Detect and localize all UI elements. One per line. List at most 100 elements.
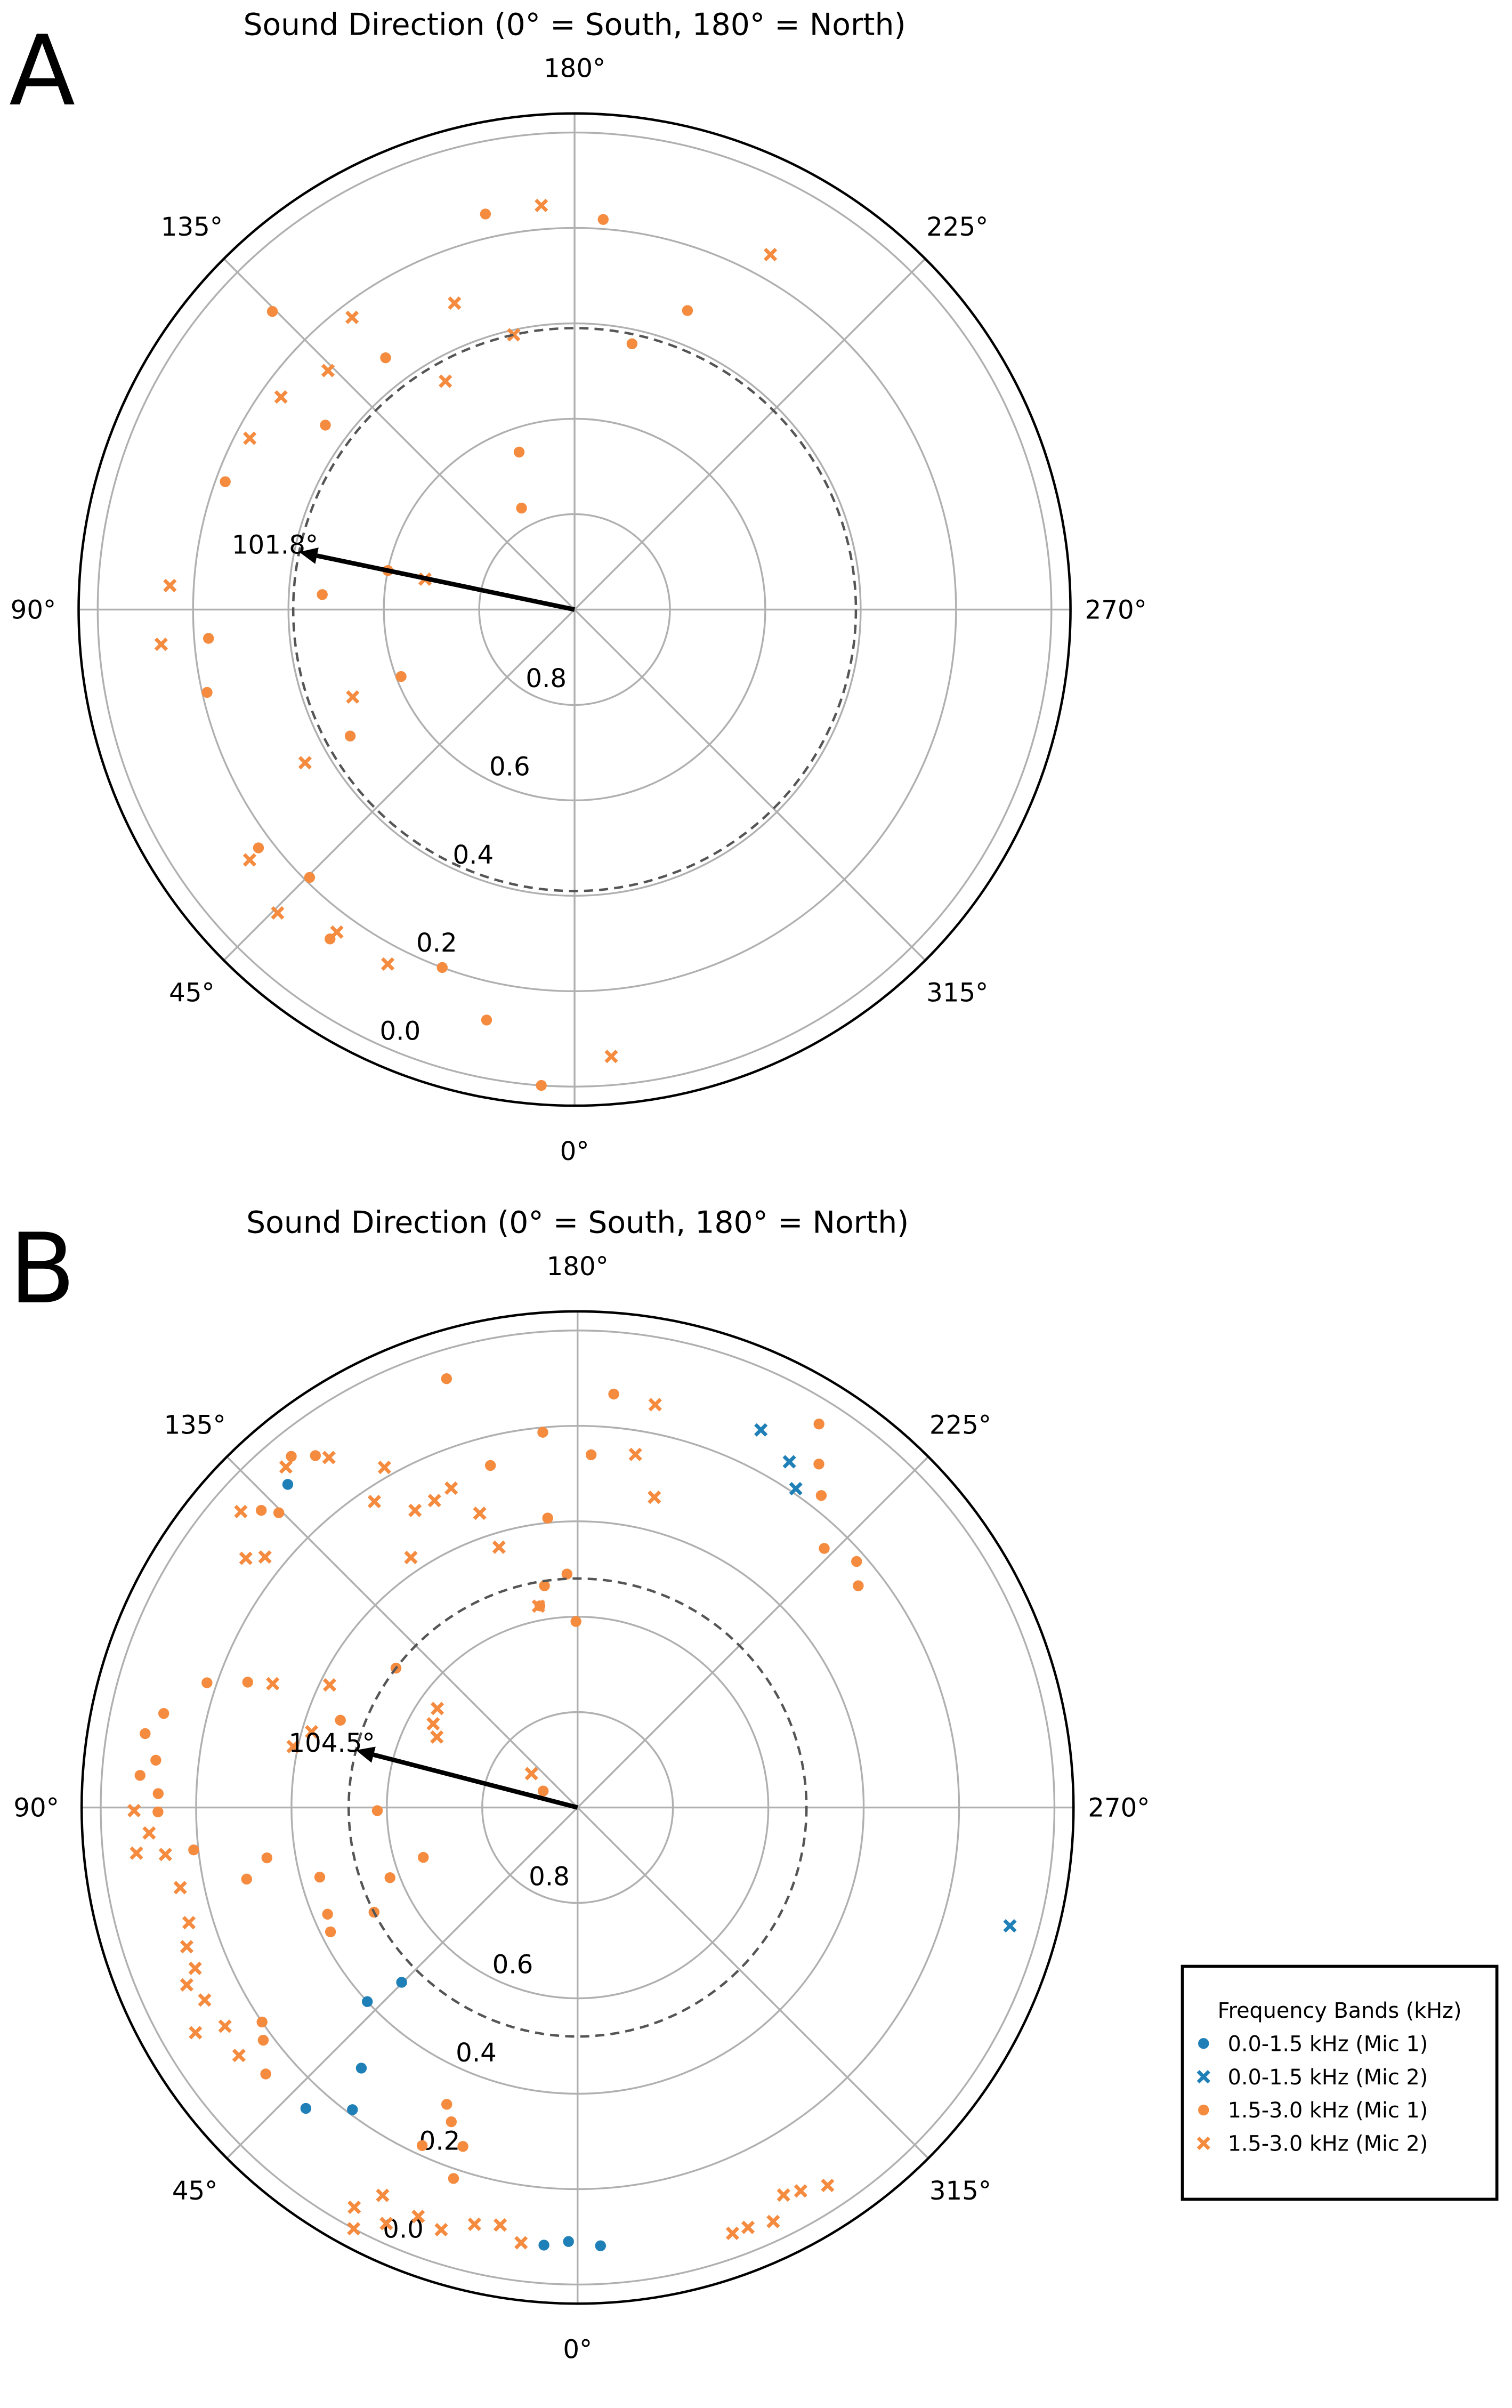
legend-label: 1.5-3.0 kHz (Mic 1): [1228, 2098, 1428, 2123]
angle-tick-label: 180°: [544, 54, 605, 84]
marker-x: [426, 1717, 440, 1731]
angle-grid-line: [573, 258, 926, 610]
legend-label: 0.0-1.5 kHz (Mic 1): [1228, 2032, 1428, 2056]
marker-dot: [347, 2104, 358, 2115]
marker-dot: [371, 1805, 383, 1816]
marker-dot: [682, 305, 693, 316]
marker-x: [189, 2026, 203, 2040]
radial-tick-label: 0.8: [525, 664, 567, 694]
marker-dot: [813, 1459, 824, 1470]
marker-dot: [260, 2068, 271, 2080]
radial-grid-circle: [195, 1425, 960, 2190]
marker-x: [411, 2209, 425, 2224]
marker-dot: [241, 1873, 253, 1885]
marker-x: [180, 1940, 194, 1954]
marker-x: [286, 1739, 300, 1753]
arrow-magnitude-circle: [347, 1577, 808, 2038]
marker-x: [279, 1460, 293, 1474]
marker-x: [754, 1423, 768, 1437]
marker-x: [604, 1050, 618, 1064]
marker-x: [232, 2049, 246, 2063]
marker-x: [321, 364, 335, 377]
marker-dot: [203, 633, 214, 644]
radial-tick-label: 0.2: [416, 928, 457, 958]
marker-dot: [536, 1080, 547, 1091]
radial-grid-circle: [192, 227, 957, 993]
marker-dot: [516, 502, 527, 514]
angle-tick-label: 225°: [926, 212, 988, 242]
marker-x: [258, 1550, 272, 1564]
marker-dot: [441, 1373, 452, 1384]
arrow-magnitude-circle: [292, 327, 858, 892]
panel-label: B: [9, 1212, 76, 1325]
marker-dot: [257, 2034, 269, 2046]
marker-dot: [317, 589, 328, 600]
marker-dot: [304, 872, 316, 883]
radial-grid-circle: [96, 131, 1053, 1088]
marker-x: [158, 1848, 172, 1862]
marker-x: [1196, 2070, 1210, 2084]
radial-grid-circle: [100, 1330, 1056, 2286]
marker-x: [524, 1767, 538, 1781]
legend-label: 1.5-3.0 kHz (Mic 2): [1228, 2132, 1428, 2156]
angle-tick-label: 0°: [560, 1137, 589, 1166]
marker-dot: [361, 1996, 373, 2007]
marker-dot: [595, 2240, 607, 2251]
marker-x: [173, 1881, 187, 1895]
marker-dot: [253, 842, 264, 853]
marker-dot: [355, 2063, 367, 2074]
marker-x: [741, 2220, 755, 2234]
marker-x: [198, 1993, 212, 2007]
marker-dot: [815, 1490, 827, 1501]
marker-dot: [322, 1908, 333, 1920]
marker-dot: [537, 1427, 548, 1438]
marker-x: [404, 1550, 418, 1565]
chart-title: Sound Direction (0° = South, 180° = Nort…: [243, 7, 905, 42]
marker-dot: [320, 420, 331, 431]
marker-x: [725, 2226, 740, 2241]
marker-x: [782, 1455, 796, 1469]
marker-dot: [513, 446, 525, 458]
marker-dot: [484, 1460, 496, 1471]
marker-x: [218, 2019, 232, 2033]
marker-x: [430, 1702, 444, 1716]
angle-tick-label: 270°: [1088, 1793, 1150, 1823]
marker-dot: [201, 687, 213, 698]
marker-x: [243, 431, 257, 445]
marker-dot: [1198, 2104, 1209, 2116]
marker-x: [531, 1599, 545, 1613]
radial-tick-label: 0.4: [456, 2038, 497, 2068]
radial-tick-label: 0.8: [529, 1862, 570, 1891]
angle-grid-line: [223, 609, 576, 961]
legend-label: 0.0-1.5 kHz (Mic 2): [1228, 2065, 1428, 2090]
marker-dot: [446, 2116, 457, 2128]
marker-dot: [570, 1616, 581, 1627]
legend-box: [1181, 1964, 1499, 2201]
polar-frame: [77, 112, 1072, 1107]
legend-title: Frequency Bands (kHz): [1218, 1999, 1462, 2023]
marker-dot: [416, 2140, 428, 2151]
marker-x: [163, 578, 177, 592]
marker-dot: [851, 1556, 862, 1567]
angle-grid-line: [577, 1807, 929, 2159]
marker-dot: [1198, 2037, 1209, 2049]
direction-arrow: [316, 553, 575, 612]
marker-dot: [201, 1677, 213, 1688]
marker-dot: [819, 1543, 830, 1554]
radial-grid-circle: [287, 322, 862, 897]
arrow-label: 101.8°: [232, 530, 318, 560]
marker-dot: [597, 214, 609, 225]
marker-x: [180, 1978, 194, 1992]
marker-dot: [273, 1507, 285, 1518]
marker-x: [305, 1725, 319, 1739]
marker-x: [322, 1678, 337, 1692]
marker-dot: [436, 962, 448, 973]
marker-x: [130, 1846, 143, 1860]
marker-dot: [255, 1504, 267, 1516]
angle-tick-label: 135°: [161, 212, 223, 242]
marker-x: [777, 2188, 790, 2202]
marker-x: [1003, 1919, 1017, 1933]
marker-dot: [242, 1677, 253, 1688]
marker-x: [514, 2236, 528, 2250]
marker-x: [789, 1481, 803, 1496]
